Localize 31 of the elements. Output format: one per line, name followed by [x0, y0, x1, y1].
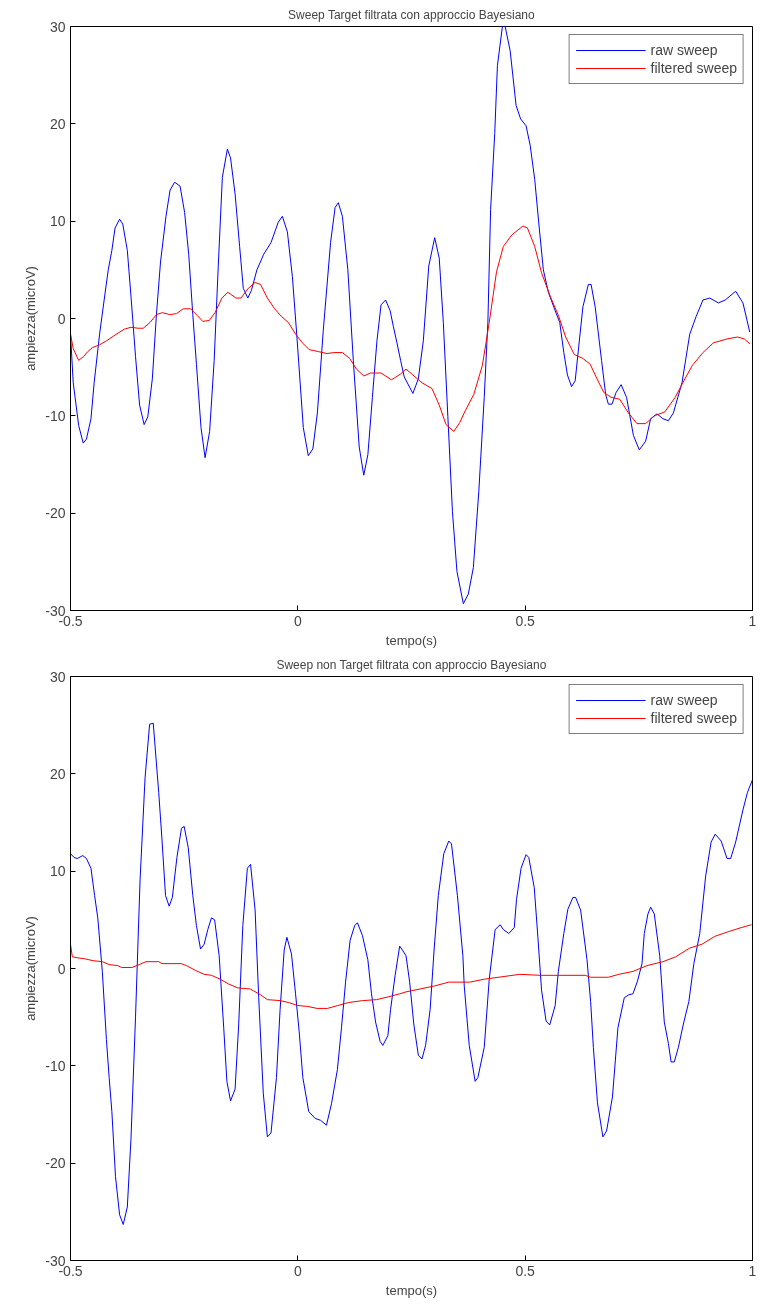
- y-tick-label: 30: [49, 18, 66, 35]
- y-tick-label: 0: [57, 960, 66, 977]
- x-tick-label: 1: [748, 612, 757, 629]
- y-tick-label: 10: [49, 863, 66, 880]
- legend-label: filtered sweep: [650, 709, 737, 727]
- x-tick-label: 0.5: [515, 612, 536, 629]
- y-tick-label: 30: [49, 668, 66, 685]
- y-tick-label: 20: [49, 765, 66, 782]
- x-tick-label: 0.5: [515, 1262, 536, 1279]
- y-axis-title: ampiezza(microV): [23, 916, 39, 1021]
- line-series: [70, 225, 751, 432]
- x-tick-label: 1: [748, 1262, 757, 1279]
- y-axis-title: ampiezza(microV): [23, 266, 39, 371]
- y-tick-label: 10: [49, 213, 66, 230]
- line-series: [70, 924, 753, 1009]
- x-tick-label: 0: [293, 1262, 302, 1279]
- chart-title: Sweep non Target filtrata con approccio Bayesiano: [276, 657, 547, 672]
- line-series: [70, 26, 751, 605]
- x-axis-title: tempo(s): [385, 1282, 438, 1298]
- y-tick-label: -20: [45, 505, 66, 522]
- legend-label: filtered sweep: [650, 59, 737, 77]
- y-tick-label: -10: [45, 1057, 66, 1074]
- y-tick-label: -20: [45, 1155, 66, 1172]
- chart-title: Sweep Target filtrata con approccio Bayesiano: [288, 7, 536, 22]
- legend-label: raw sweep: [650, 41, 718, 59]
- y-tick-label: -10: [45, 407, 66, 424]
- y-tick-label: 20: [49, 115, 66, 132]
- x-axis-title: tempo(s): [385, 632, 438, 648]
- x-tick-label: 0: [293, 612, 302, 629]
- y-tick-label: 0: [57, 310, 66, 327]
- legend-label: raw sweep: [650, 691, 718, 709]
